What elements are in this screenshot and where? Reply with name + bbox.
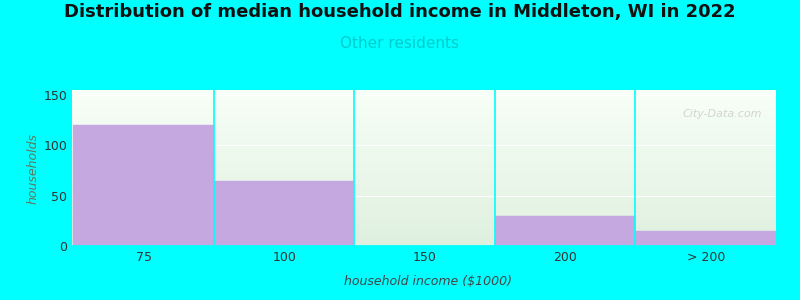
Y-axis label: households: households xyxy=(26,133,39,203)
Text: Distribution of median household income in Middleton, WI in 2022: Distribution of median household income … xyxy=(64,3,736,21)
Bar xyxy=(495,216,635,246)
Text: household income ($1000): household income ($1000) xyxy=(344,275,512,288)
Bar xyxy=(635,231,776,246)
Text: Other residents: Other residents xyxy=(341,36,459,51)
Bar xyxy=(74,125,214,246)
Text: City-Data.com: City-Data.com xyxy=(682,109,762,119)
Bar xyxy=(214,181,354,246)
